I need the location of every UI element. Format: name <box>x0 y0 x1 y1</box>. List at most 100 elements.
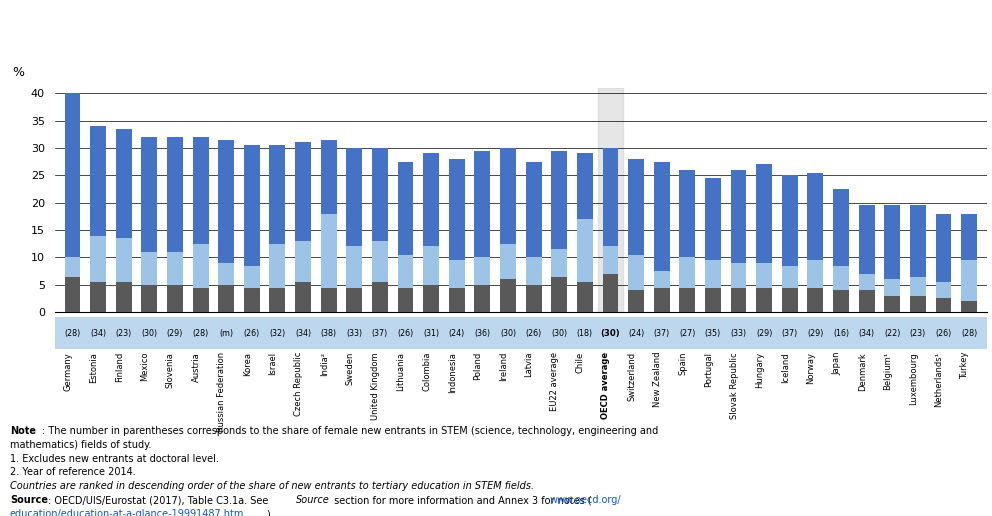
Text: Source: Source <box>10 495 48 505</box>
Text: Norway: Norway <box>806 352 815 384</box>
Text: ).: ). <box>266 509 273 516</box>
Text: mathematics) fields of study.: mathematics) fields of study. <box>10 440 152 449</box>
Text: Countries are ranked in descending order of the share of new entrants to tertiar: Countries are ranked in descending order… <box>10 481 534 491</box>
Bar <box>320 140 336 214</box>
Bar <box>654 162 670 271</box>
Bar <box>90 126 106 235</box>
Bar <box>192 137 208 244</box>
Text: (28): (28) <box>961 329 977 338</box>
Bar <box>577 153 593 219</box>
Text: (24): (24) <box>628 329 644 338</box>
Bar <box>730 170 747 263</box>
Bar <box>142 252 158 285</box>
Bar <box>884 296 900 312</box>
Text: : OECD/UIS/Eurostat (2017), Table C3.1a. See: : OECD/UIS/Eurostat (2017), Table C3.1a.… <box>48 495 271 505</box>
Text: Latvia: Latvia <box>525 352 534 377</box>
Text: (26): (26) <box>935 329 951 338</box>
Bar <box>346 287 362 312</box>
Bar <box>244 145 260 266</box>
Text: Japan: Japan <box>832 352 841 376</box>
Bar <box>628 291 644 312</box>
Bar <box>346 247 362 287</box>
Bar <box>961 301 977 312</box>
Text: (37): (37) <box>654 329 670 338</box>
Text: New Zealand: New Zealand <box>653 352 662 408</box>
Text: India²: India² <box>319 352 328 376</box>
Text: (26): (26) <box>244 329 260 338</box>
Text: Austria: Austria <box>191 352 200 382</box>
Bar <box>680 257 695 287</box>
Bar <box>270 287 286 312</box>
Text: Denmark: Denmark <box>858 352 867 391</box>
Bar <box>372 148 388 241</box>
Text: Czech Republic: Czech Republic <box>294 352 303 416</box>
Text: Iceland: Iceland <box>781 352 790 382</box>
Text: (16): (16) <box>833 329 849 338</box>
Text: (29): (29) <box>167 329 184 338</box>
Bar <box>935 282 951 298</box>
Text: Colombia: Colombia <box>423 352 432 392</box>
Bar <box>167 137 183 252</box>
Bar <box>448 287 464 312</box>
Text: (33): (33) <box>346 329 362 338</box>
Bar <box>628 255 644 291</box>
Bar <box>474 151 490 257</box>
Text: Russian Federation: Russian Federation <box>217 352 226 432</box>
Bar <box>500 244 516 279</box>
Bar <box>597 88 623 312</box>
Bar <box>935 214 951 282</box>
Bar <box>782 175 798 266</box>
Text: Hungary: Hungary <box>755 352 764 388</box>
Text: (34): (34) <box>90 329 106 338</box>
Text: (29): (29) <box>807 329 823 338</box>
Text: Israel: Israel <box>269 352 278 375</box>
Bar <box>424 153 439 247</box>
Bar <box>552 277 567 312</box>
Bar <box>218 285 234 312</box>
Text: Spain: Spain <box>679 352 687 376</box>
Text: Estonia: Estonia <box>89 352 98 383</box>
Bar <box>782 266 798 287</box>
Text: (38): (38) <box>320 329 336 338</box>
Text: (35): (35) <box>704 329 721 338</box>
Text: (m): (m) <box>219 329 233 338</box>
Text: (32): (32) <box>269 329 286 338</box>
Bar <box>218 263 234 285</box>
Text: (30): (30) <box>141 329 158 338</box>
Text: Slovenia: Slovenia <box>166 352 175 388</box>
Bar <box>552 249 567 277</box>
Bar <box>705 287 721 312</box>
Bar <box>833 266 849 291</box>
Bar <box>628 159 644 255</box>
Bar <box>961 214 977 260</box>
Bar <box>859 205 875 274</box>
Text: Mexico: Mexico <box>140 352 150 381</box>
Bar <box>270 244 286 287</box>
Text: Source: Source <box>296 495 329 505</box>
Bar <box>295 142 310 241</box>
Text: (22): (22) <box>884 329 901 338</box>
Bar <box>448 260 464 287</box>
Bar <box>910 205 926 277</box>
Text: (28): (28) <box>64 329 80 338</box>
Bar <box>372 282 388 312</box>
Text: United Kingdom: United Kingdom <box>371 352 380 420</box>
Text: Note: Note <box>10 426 36 436</box>
Text: (30): (30) <box>500 329 516 338</box>
Bar <box>526 162 542 257</box>
Bar <box>218 140 234 263</box>
Text: Poland: Poland <box>473 352 482 380</box>
Bar <box>116 129 132 238</box>
Bar <box>244 266 260 287</box>
Bar <box>192 244 208 287</box>
Bar <box>270 145 286 244</box>
Bar <box>142 137 158 252</box>
Bar <box>500 148 516 244</box>
Text: Belgium¹: Belgium¹ <box>883 352 892 390</box>
Bar <box>807 260 823 287</box>
Bar <box>424 285 439 312</box>
Bar <box>756 165 772 263</box>
Text: (30): (30) <box>552 329 567 338</box>
Bar <box>602 148 618 247</box>
Bar <box>910 296 926 312</box>
